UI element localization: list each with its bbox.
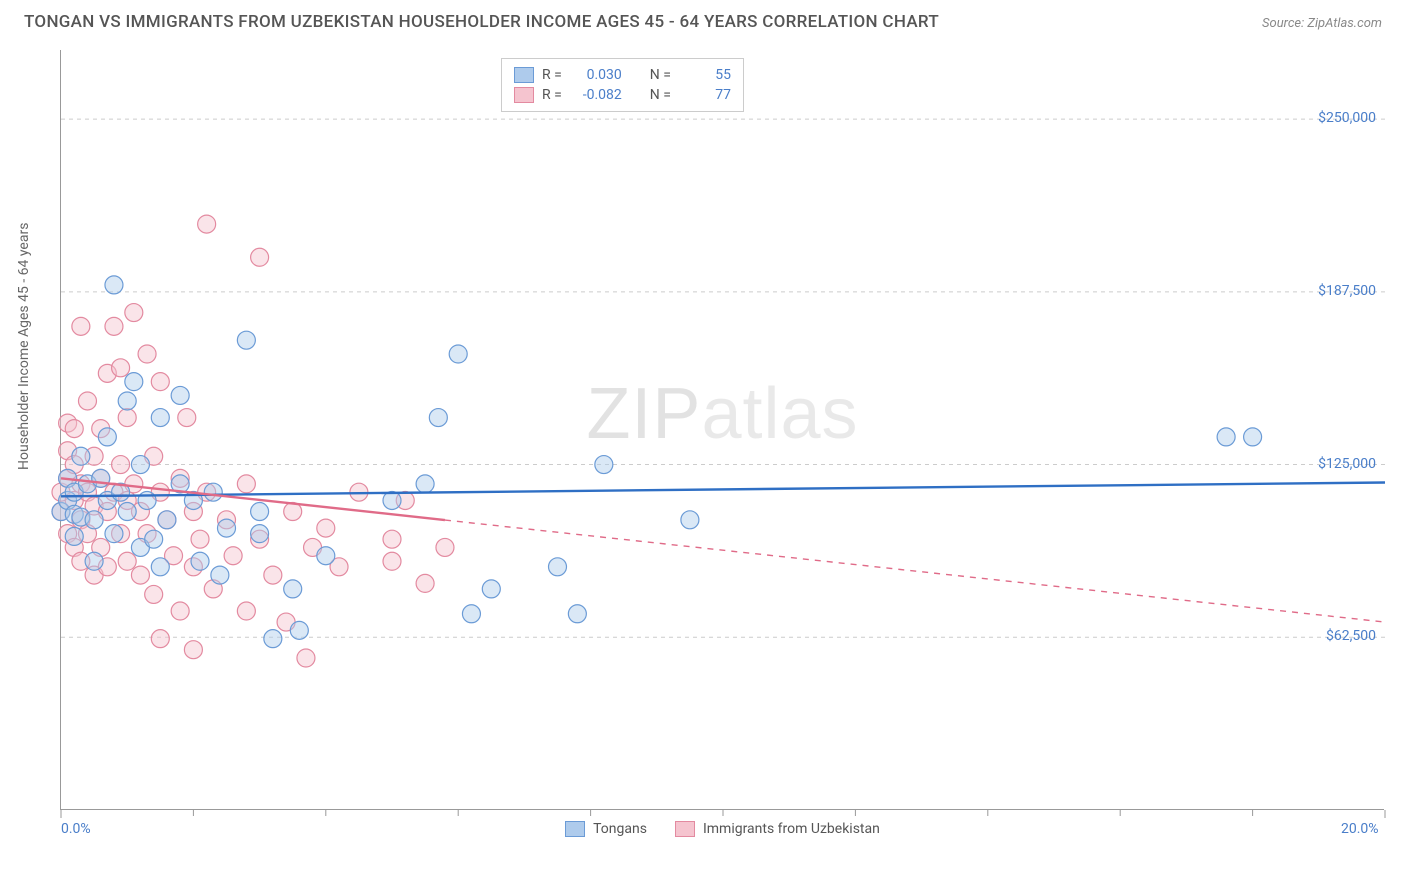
legend-swatch-icon — [565, 821, 585, 837]
y-tick-label: $125,000 — [1318, 456, 1376, 472]
plot-wrapper: Householder Income Ages 45 - 64 years ZI… — [24, 50, 1384, 845]
title-bar: TONGAN VS IMMIGRANTS FROM UZBEKISTAN HOU… — [0, 0, 1406, 40]
n-label: N = — [650, 87, 671, 103]
legend-swatch-uzbek — [514, 87, 534, 103]
r-value-tongans: 0.030 — [570, 67, 622, 83]
series-legend: Tongans Immigrants from Uzbekistan — [61, 821, 1384, 837]
correlation-legend: R = 0.030 N = 55 R = -0.082 N = 77 — [501, 58, 744, 112]
chart-container: TONGAN VS IMMIGRANTS FROM UZBEKISTAN HOU… — [0, 0, 1406, 892]
legend-label-tongans: Tongans — [593, 821, 647, 837]
y-axis-label: Householder Income Ages 45 - 64 years — [16, 223, 32, 470]
source-label: Source: ZipAtlas.com — [1262, 16, 1382, 31]
plot-area: ZIPatlas R = 0.030 N = 55 R = -0.082 — [60, 50, 1384, 810]
legend-row-tongans: R = 0.030 N = 55 — [514, 65, 731, 85]
legend-item-uzbek: Immigrants from Uzbekistan — [675, 821, 880, 837]
legend-row-uzbek: R = -0.082 N = 77 — [514, 85, 731, 105]
legend-item-tongans: Tongans — [565, 821, 647, 837]
n-value-uzbek: 77 — [679, 87, 731, 103]
scatter-svg — [61, 50, 1385, 810]
y-tick-label: $250,000 — [1318, 110, 1376, 126]
r-label: R = — [542, 87, 562, 103]
r-value-uzbek: -0.082 — [570, 87, 622, 103]
y-tick-label: $62,500 — [1326, 628, 1376, 644]
legend-swatch-tongans — [514, 67, 534, 83]
y-tick-label: $187,500 — [1318, 283, 1376, 299]
x-tick-label: 0.0% — [61, 821, 91, 837]
legend-swatch-icon — [675, 821, 695, 837]
r-label: R = — [542, 67, 562, 83]
n-label: N = — [650, 67, 671, 83]
n-value-tongans: 55 — [679, 67, 731, 83]
legend-label-uzbek: Immigrants from Uzbekistan — [703, 821, 880, 837]
x-tick-label: 20.0% — [1341, 821, 1379, 837]
chart-title: TONGAN VS IMMIGRANTS FROM UZBEKISTAN HOU… — [24, 12, 939, 32]
